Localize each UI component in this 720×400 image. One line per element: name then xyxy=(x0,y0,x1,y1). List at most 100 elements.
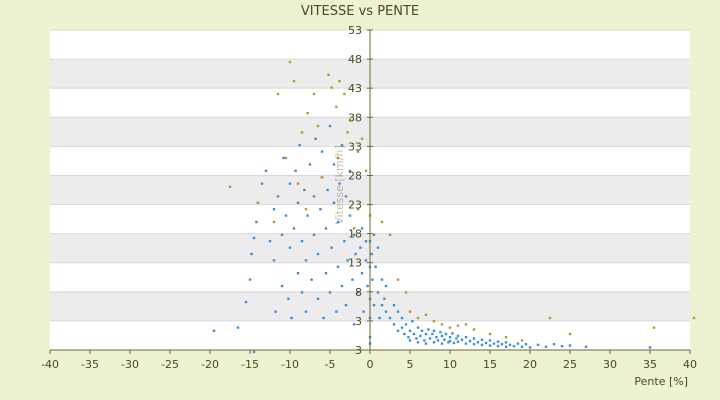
data-point-gold xyxy=(228,185,232,188)
data-point-blue xyxy=(356,291,360,294)
data-point-blue xyxy=(472,337,476,340)
x-axis-label: Pente [%] xyxy=(634,375,688,388)
data-point-gold xyxy=(304,208,308,211)
data-point-blue xyxy=(288,246,292,249)
data-point-blue xyxy=(338,182,341,185)
data-point-gold xyxy=(380,220,384,224)
data-point-gold xyxy=(348,118,352,121)
data-point-blue xyxy=(324,272,328,275)
data-point-blue xyxy=(312,195,316,198)
data-point-blue xyxy=(322,316,325,320)
data-point-blue xyxy=(388,316,392,320)
data-point-blue xyxy=(374,265,377,268)
data-point-blue xyxy=(336,220,340,224)
data-point-blue xyxy=(392,304,396,307)
data-point-blue xyxy=(300,291,304,294)
data-point-blue xyxy=(524,343,528,346)
data-point-blue xyxy=(292,227,296,230)
data-point-blue xyxy=(544,345,548,348)
data-point-blue xyxy=(360,227,364,230)
x-tick-labels: -40 -35 -30 -25 -20 -15 -10 -5 0 5 10 15 20 25 30 35 40 xyxy=(41,358,697,371)
data-point-blue xyxy=(336,265,340,268)
data-point-blue xyxy=(520,345,524,348)
data-point-blue xyxy=(362,310,365,313)
data-point-blue xyxy=(316,252,320,256)
data-point-blue xyxy=(500,343,504,346)
data-point-gold xyxy=(568,332,572,336)
data-point-blue xyxy=(380,304,384,307)
data-point-gold xyxy=(388,233,392,236)
data-point-gold xyxy=(652,326,656,329)
data-point-blue xyxy=(280,233,284,236)
data-point-blue xyxy=(344,304,348,307)
data-point-blue xyxy=(568,344,572,347)
y-tick-label: 3 xyxy=(355,344,362,357)
data-point-blue xyxy=(252,236,256,240)
data-point-blue xyxy=(419,334,422,338)
y-tick-label: 28 xyxy=(348,169,362,182)
y-tick-label: 18 xyxy=(348,228,362,241)
data-point-blue xyxy=(364,259,368,262)
data-point-blue xyxy=(294,169,297,172)
data-point-blue xyxy=(328,124,332,128)
y-tick-label: 48 xyxy=(348,53,362,66)
data-point-blue xyxy=(352,323,356,326)
data-point-blue xyxy=(432,329,436,332)
data-point-blue xyxy=(330,246,333,249)
data-point-blue xyxy=(648,346,652,349)
data-point-gold xyxy=(296,182,300,185)
data-point-blue xyxy=(348,169,352,172)
data-point-blue xyxy=(312,233,316,236)
data-point-blue xyxy=(403,332,406,336)
data-point-blue xyxy=(488,344,492,347)
data-point-blue xyxy=(504,341,508,344)
x-tick-label: -15 xyxy=(241,358,259,371)
data-point-blue xyxy=(282,156,285,160)
data-point-gold xyxy=(316,124,320,128)
data-point-blue xyxy=(407,336,410,339)
data-point-gold xyxy=(364,169,368,172)
data-point-gold xyxy=(360,137,364,140)
data-point-gold xyxy=(448,326,452,329)
y-tick-label: 43 xyxy=(348,82,362,95)
data-point-blue xyxy=(468,339,472,343)
data-point-blue xyxy=(383,297,386,300)
data-point-blue xyxy=(372,233,376,236)
x-tick-label: 35 xyxy=(643,358,657,371)
data-point-blue xyxy=(447,341,450,344)
data-point-gold xyxy=(408,310,412,313)
data-point-blue xyxy=(284,214,288,217)
y-tick-label: 13 xyxy=(348,257,362,270)
data-point-blue xyxy=(404,323,408,326)
data-point-blue xyxy=(352,233,356,236)
data-point-blue xyxy=(304,310,308,313)
data-point-blue xyxy=(274,310,277,313)
data-point-blue xyxy=(260,182,264,185)
data-point-blue xyxy=(536,343,540,347)
data-point-blue xyxy=(408,329,412,332)
data-point-blue xyxy=(303,188,306,192)
data-point-blue xyxy=(314,137,317,140)
data-point-blue xyxy=(440,334,444,338)
data-point-blue xyxy=(496,340,500,343)
data-point-blue xyxy=(264,169,268,172)
data-point-blue xyxy=(560,344,564,348)
data-point-blue xyxy=(359,246,362,249)
data-point-blue xyxy=(324,227,328,230)
data-point-blue xyxy=(412,332,416,336)
data-point-blue xyxy=(364,240,368,243)
data-point-blue xyxy=(380,278,384,281)
data-point-blue xyxy=(392,323,396,326)
y-tick-label: 23 xyxy=(348,199,362,212)
data-point-blue xyxy=(456,334,460,338)
data-point-blue xyxy=(280,284,284,288)
data-point-blue xyxy=(378,316,381,320)
data-point-blue xyxy=(424,342,428,345)
data-point-gold xyxy=(692,316,696,320)
data-point-blue xyxy=(348,214,352,217)
data-point-blue xyxy=(504,345,508,348)
data-point-blue xyxy=(451,332,454,335)
data-point-gold xyxy=(548,316,552,320)
data-point-blue xyxy=(440,342,444,345)
data-point-gold xyxy=(396,278,400,281)
